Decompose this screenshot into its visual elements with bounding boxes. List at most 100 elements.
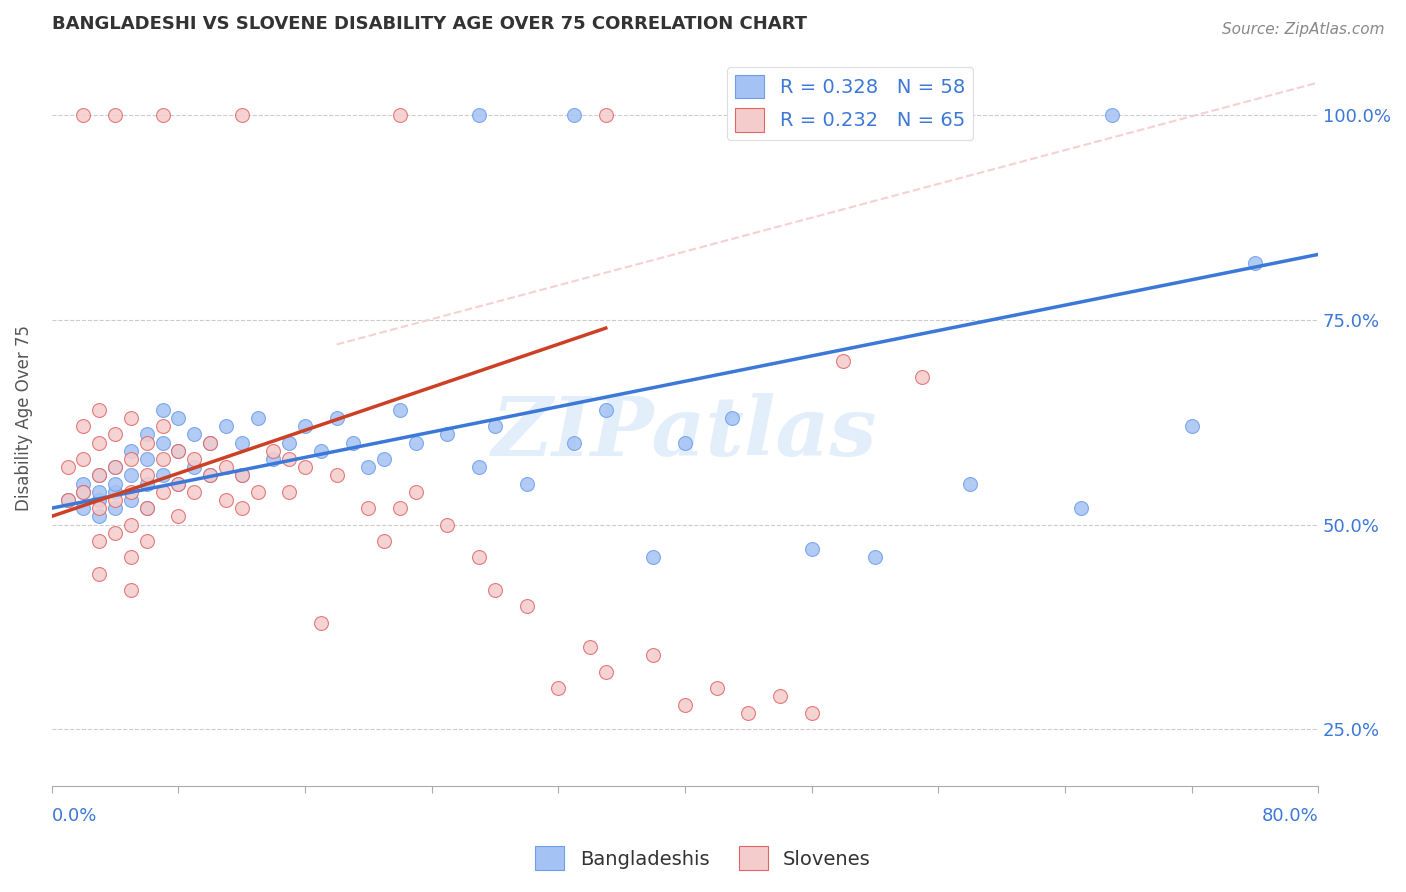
Point <box>436 427 458 442</box>
Point <box>959 476 981 491</box>
Point <box>72 419 94 434</box>
Point <box>325 411 347 425</box>
Legend: R = 0.328   N = 58, R = 0.232   N = 65: R = 0.328 N = 58, R = 0.232 N = 65 <box>727 67 973 140</box>
Point <box>183 452 205 467</box>
Point <box>89 468 111 483</box>
Point <box>215 492 238 507</box>
Point <box>183 427 205 442</box>
Point <box>104 460 127 475</box>
Point <box>152 484 174 499</box>
Point <box>135 452 157 467</box>
Point <box>183 484 205 499</box>
Point <box>198 435 221 450</box>
Point <box>1180 419 1202 434</box>
Point <box>89 403 111 417</box>
Point <box>562 108 585 122</box>
Point <box>436 517 458 532</box>
Point <box>516 599 538 614</box>
Point <box>562 435 585 450</box>
Point <box>215 419 238 434</box>
Point <box>89 435 111 450</box>
Point <box>56 492 79 507</box>
Point <box>104 108 127 122</box>
Point <box>135 476 157 491</box>
Point <box>294 460 316 475</box>
Point <box>120 550 142 565</box>
Point <box>595 403 617 417</box>
Point <box>104 460 127 475</box>
Point <box>167 476 190 491</box>
Point <box>643 550 665 565</box>
Point <box>215 460 238 475</box>
Point <box>278 452 301 467</box>
Point <box>911 370 934 384</box>
Point <box>135 435 157 450</box>
Point <box>388 403 411 417</box>
Point <box>246 411 269 425</box>
Point <box>72 501 94 516</box>
Point <box>769 690 792 704</box>
Point <box>152 419 174 434</box>
Point <box>278 435 301 450</box>
Point <box>120 484 142 499</box>
Point <box>911 108 934 122</box>
Point <box>56 460 79 475</box>
Point <box>120 443 142 458</box>
Point <box>198 468 221 483</box>
Text: 0.0%: 0.0% <box>52 807 97 825</box>
Point <box>231 435 253 450</box>
Point <box>595 108 617 122</box>
Point <box>673 435 696 450</box>
Point <box>1101 108 1123 122</box>
Point <box>706 681 728 696</box>
Point <box>167 443 190 458</box>
Point <box>120 452 142 467</box>
Point <box>72 484 94 499</box>
Point <box>516 476 538 491</box>
Point <box>167 443 190 458</box>
Point <box>468 108 491 122</box>
Point <box>405 484 427 499</box>
Point <box>167 509 190 524</box>
Point <box>373 533 395 548</box>
Point <box>104 501 127 516</box>
Point <box>468 550 491 565</box>
Point <box>89 533 111 548</box>
Point <box>152 108 174 122</box>
Point <box>832 354 855 368</box>
Point <box>72 476 94 491</box>
Point <box>72 484 94 499</box>
Point <box>309 443 332 458</box>
Point <box>89 484 111 499</box>
Point <box>120 492 142 507</box>
Point <box>183 460 205 475</box>
Point <box>72 108 94 122</box>
Legend: Bangladeshis, Slovenes: Bangladeshis, Slovenes <box>527 838 879 878</box>
Point <box>56 492 79 507</box>
Point <box>262 452 284 467</box>
Point <box>135 427 157 442</box>
Point <box>800 706 823 720</box>
Point <box>104 484 127 499</box>
Point <box>152 435 174 450</box>
Point <box>595 665 617 679</box>
Point <box>120 517 142 532</box>
Point <box>104 492 127 507</box>
Point <box>294 419 316 434</box>
Point <box>246 484 269 499</box>
Point <box>198 468 221 483</box>
Point <box>89 492 111 507</box>
Point <box>231 468 253 483</box>
Point <box>231 501 253 516</box>
Point <box>484 419 506 434</box>
Point <box>167 411 190 425</box>
Text: 80.0%: 80.0% <box>1261 807 1319 825</box>
Point <box>198 435 221 450</box>
Point <box>357 460 380 475</box>
Y-axis label: Disability Age Over 75: Disability Age Over 75 <box>15 325 32 511</box>
Point <box>579 640 602 655</box>
Point <box>231 468 253 483</box>
Point <box>135 468 157 483</box>
Point <box>120 411 142 425</box>
Point <box>643 648 665 663</box>
